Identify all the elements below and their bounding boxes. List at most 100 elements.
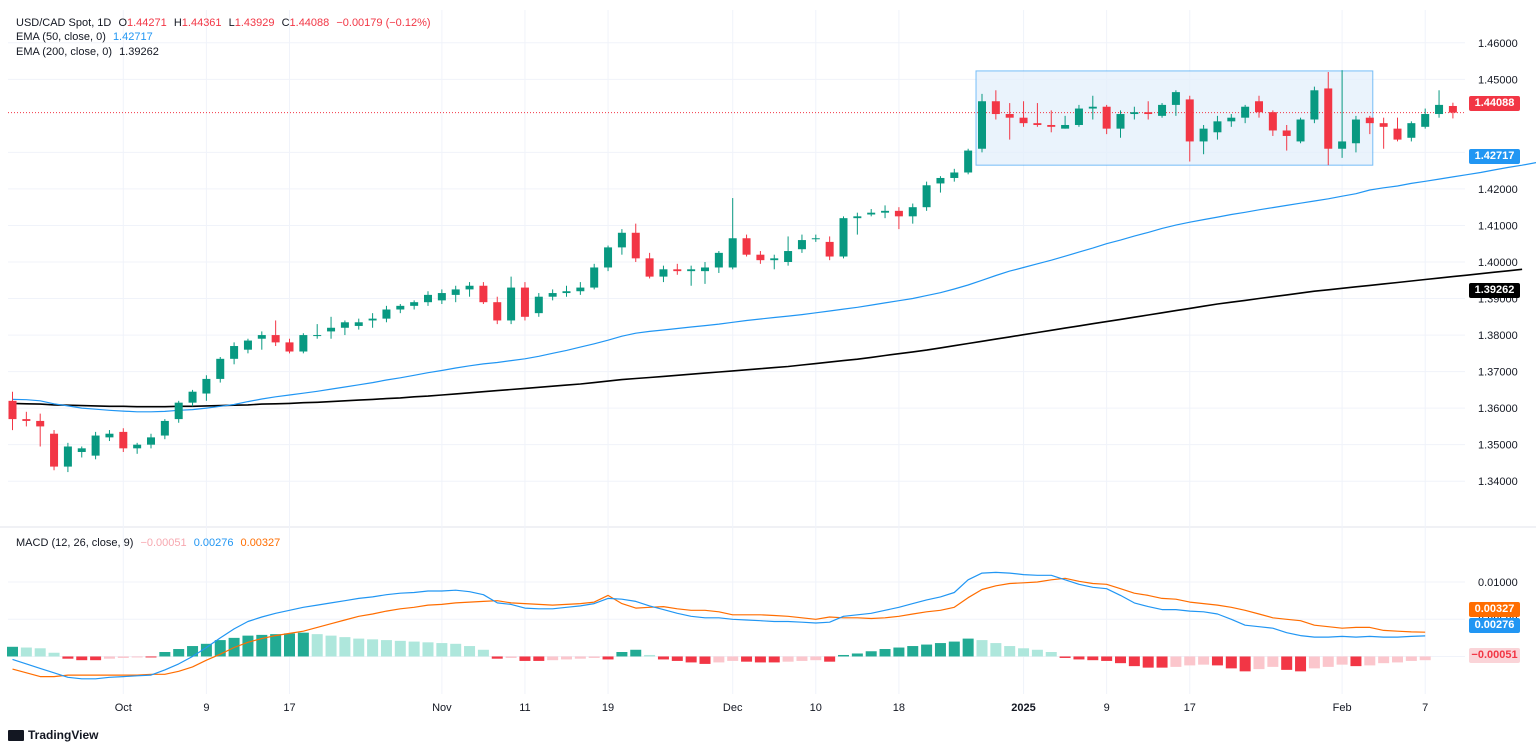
time-tick-label: 9 [203, 702, 209, 714]
macd-hist-bar [7, 646, 18, 657]
ema200-value: 1.39262 [119, 46, 159, 58]
candle-body [382, 309, 391, 319]
macd-hist-bar [1004, 646, 1016, 657]
candle-body [465, 285, 474, 290]
candle-body [1074, 108, 1083, 125]
candle-body [978, 101, 986, 149]
macd-hist-bar [865, 651, 877, 657]
macd-hist-bar [824, 656, 836, 662]
candle-body [1421, 114, 1430, 127]
change-value: −0.00179 (−0.12%) [336, 17, 431, 29]
macd-hist-bar [782, 656, 794, 662]
time-tick-label: Feb [1333, 702, 1352, 714]
macd-hist-bar [630, 649, 642, 657]
macd-hist-bar [464, 646, 476, 657]
macd-hist-bar [1392, 656, 1403, 663]
candle-body [437, 293, 446, 301]
macd-hist-bar [1198, 656, 1210, 665]
candle-body [1296, 119, 1305, 142]
macd-hist-bar [1142, 656, 1154, 668]
candle-body [991, 101, 1000, 115]
macd-hist-bar [173, 649, 185, 657]
candle-body [701, 267, 709, 272]
candle-body [368, 318, 377, 321]
macd-hist-bar [436, 643, 448, 657]
macd-hist-bar [685, 656, 697, 663]
macd-hist-bar [1018, 648, 1030, 657]
macd-hist-bar [214, 640, 226, 657]
macd-hist-value: −0.00051 [140, 537, 187, 549]
macd-hist-bar [1308, 656, 1320, 669]
candle-body [285, 342, 294, 352]
macd-hist-bar [533, 656, 545, 661]
candle-body [147, 437, 155, 445]
candle-body [77, 448, 86, 452]
candle-body [1158, 104, 1167, 116]
macd-hist-bar [519, 656, 531, 661]
macd-hist-bar [62, 656, 74, 659]
low-label: L [228, 17, 235, 29]
candle-body [1199, 128, 1208, 142]
candle-body [1185, 99, 1194, 142]
tradingview-logo[interactable]: TradingView [8, 728, 98, 742]
candle-body [742, 238, 751, 255]
candle-body [590, 267, 599, 288]
macd-hist-bar [838, 654, 849, 657]
candle-body [811, 238, 820, 240]
time-tick-label: 10 [810, 702, 822, 714]
macd-hist-bar [921, 644, 933, 657]
candle-body [1116, 114, 1125, 129]
candle-body [410, 302, 419, 306]
candle-body [105, 433, 114, 438]
candle-body [507, 287, 516, 321]
candle-body [728, 238, 737, 268]
macd-hist-bar [934, 643, 946, 657]
macd-hist-bar [1073, 656, 1085, 660]
tradingview-logo-icon [8, 729, 24, 741]
price-tag: 1.44088 [1469, 96, 1520, 111]
macd-hist-bar [907, 646, 919, 657]
candle-body [1282, 130, 1291, 136]
candle-body [188, 391, 197, 403]
candle-body [894, 210, 903, 217]
candle-body [493, 302, 502, 321]
candle-body [562, 291, 571, 294]
candle-body [1338, 141, 1347, 149]
macd-hist-bar [380, 640, 392, 657]
candle-body [22, 419, 31, 421]
macd-hist-bar [962, 638, 974, 657]
macd-hist-bar [256, 634, 268, 657]
macd-hist-bar [477, 649, 489, 657]
candle-body [1047, 124, 1056, 127]
macd-hist-bar [768, 656, 780, 663]
macd-hist-bar [297, 632, 309, 657]
candle-body [867, 212, 876, 215]
ema50-label: EMA (50, close, 0) [16, 31, 106, 43]
price-tick-label: 1.37000 [1478, 367, 1518, 379]
candle-body [299, 335, 308, 352]
candle-body [1033, 123, 1042, 125]
macd-hist-bar [311, 634, 323, 657]
macd-hist-bar [339, 637, 351, 657]
macd-hist-bar [408, 641, 420, 657]
macd-tag: 0.00276 [1469, 618, 1520, 633]
candle-body [216, 358, 225, 379]
candle-body [1324, 88, 1333, 149]
macd-hist-bar [588, 656, 600, 658]
candle-body [576, 287, 585, 292]
macd-hist-bar [505, 656, 517, 658]
candle-body [257, 335, 266, 339]
macd-hist-bar [325, 635, 337, 657]
candle-body [908, 207, 917, 217]
macd-hist-bar [1031, 649, 1043, 657]
macd-hist-bar [394, 640, 406, 657]
macd-hist-bar [284, 633, 295, 657]
price-tick-label: 1.35000 [1478, 440, 1518, 452]
candle-body [1130, 112, 1139, 115]
candle-body [1213, 121, 1222, 133]
macd-hist-bar [948, 641, 960, 657]
macd-hist-bar [1419, 656, 1431, 661]
macd-hist-bar [353, 638, 365, 657]
macd-tick-label: 0.01000 [1478, 577, 1518, 589]
candle-body [174, 402, 183, 420]
